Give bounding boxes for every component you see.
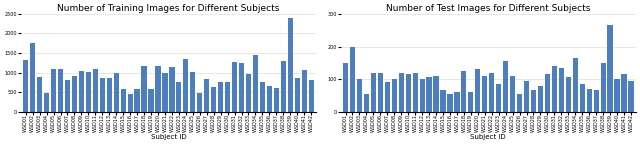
Bar — [163, 73, 168, 112]
Bar — [475, 69, 481, 112]
Bar — [468, 92, 474, 112]
Bar — [267, 86, 272, 112]
Bar — [51, 69, 56, 112]
Bar — [107, 78, 112, 112]
Bar — [559, 68, 564, 112]
Title: Number of Training Images for Different Subjects: Number of Training Images for Different … — [57, 4, 280, 13]
Bar — [510, 76, 515, 112]
Bar — [287, 18, 293, 112]
Bar — [406, 74, 411, 112]
Bar — [371, 73, 376, 112]
Bar — [419, 79, 425, 112]
Bar — [211, 87, 216, 112]
Bar — [440, 90, 445, 112]
Bar — [197, 92, 202, 112]
Bar — [531, 90, 536, 112]
Bar — [545, 74, 550, 112]
Bar — [65, 80, 70, 112]
Bar — [79, 71, 84, 112]
Bar — [392, 79, 397, 112]
Bar — [58, 69, 63, 112]
Bar — [343, 63, 348, 112]
Bar — [524, 81, 529, 112]
Bar — [413, 73, 418, 112]
Bar — [141, 66, 147, 112]
Bar — [573, 58, 578, 112]
Bar — [357, 79, 362, 112]
Bar — [454, 92, 460, 112]
Bar — [239, 63, 244, 112]
Bar — [447, 94, 452, 112]
Bar — [44, 93, 49, 112]
Bar — [482, 76, 488, 112]
Bar — [100, 78, 105, 112]
Bar — [294, 78, 300, 112]
Bar — [190, 72, 195, 112]
Bar — [461, 71, 467, 112]
Bar — [274, 88, 279, 112]
Bar — [204, 79, 209, 112]
Bar — [156, 66, 161, 112]
Bar — [538, 86, 543, 112]
Bar — [587, 89, 592, 112]
Bar — [253, 55, 258, 112]
Bar — [503, 61, 508, 112]
Bar — [281, 61, 286, 112]
Bar — [552, 66, 557, 112]
Bar — [37, 77, 42, 112]
Bar — [426, 77, 432, 112]
Bar — [580, 84, 585, 112]
Bar — [364, 94, 369, 112]
Bar — [23, 60, 28, 112]
X-axis label: Subject ID: Subject ID — [150, 134, 186, 140]
Bar — [170, 68, 175, 112]
Bar — [308, 80, 314, 112]
Bar — [183, 58, 188, 112]
Bar — [378, 73, 383, 112]
Bar — [127, 94, 132, 112]
Bar — [134, 89, 140, 112]
Bar — [148, 89, 154, 112]
Bar — [301, 70, 307, 112]
X-axis label: Subject ID: Subject ID — [470, 134, 506, 140]
Bar — [225, 82, 230, 112]
Bar — [600, 63, 605, 112]
Bar — [350, 47, 355, 112]
Bar — [607, 25, 612, 112]
Bar — [614, 79, 620, 112]
Title: Number of Test Images for Different Subjects: Number of Test Images for Different Subj… — [386, 4, 591, 13]
Bar — [385, 82, 390, 112]
Bar — [246, 74, 251, 112]
Bar — [176, 82, 182, 112]
Bar — [399, 73, 404, 112]
Bar — [621, 74, 627, 112]
Bar — [113, 73, 119, 112]
Bar — [593, 90, 599, 112]
Bar — [232, 62, 237, 112]
Bar — [120, 89, 126, 112]
Bar — [86, 72, 91, 112]
Bar — [30, 43, 35, 112]
Bar — [517, 94, 522, 112]
Bar — [218, 82, 223, 112]
Bar — [489, 73, 494, 112]
Bar — [628, 81, 634, 112]
Bar — [433, 76, 438, 112]
Bar — [496, 84, 501, 112]
Bar — [72, 76, 77, 112]
Bar — [566, 77, 571, 112]
Bar — [93, 69, 98, 112]
Bar — [260, 82, 265, 112]
